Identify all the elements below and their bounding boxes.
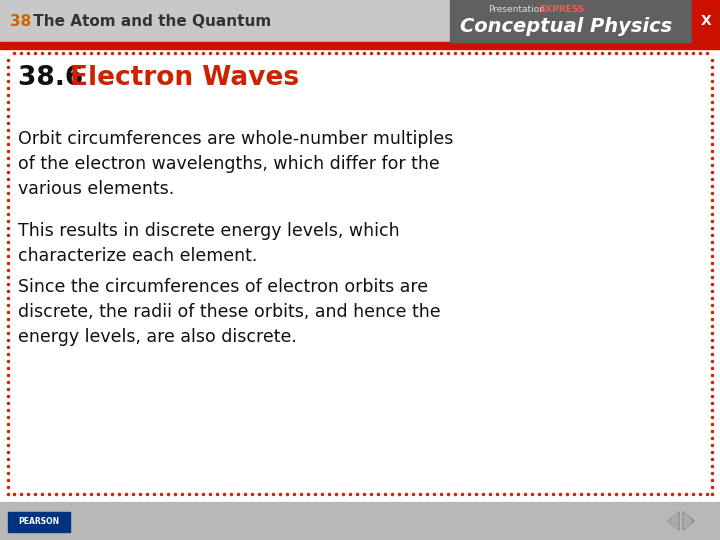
Text: Conceptual Physics: Conceptual Physics <box>460 17 672 37</box>
Text: X: X <box>701 14 711 28</box>
Bar <box>0 502 720 540</box>
Text: Orbit circumferences are whole-number multiples
of the electron wavelengths, whi: Orbit circumferences are whole-number mu… <box>18 130 454 198</box>
Bar <box>0 42 720 49</box>
Text: 38.6: 38.6 <box>18 65 92 91</box>
Text: 38: 38 <box>10 14 31 29</box>
Polygon shape <box>683 512 694 530</box>
Bar <box>450 0 692 42</box>
Text: This results in discrete energy levels, which
characterize each element.: This results in discrete energy levels, … <box>18 222 400 265</box>
Polygon shape <box>669 513 678 529</box>
Polygon shape <box>684 513 692 529</box>
Text: PEARSON: PEARSON <box>19 517 60 526</box>
Text: EXPRESS: EXPRESS <box>539 4 585 14</box>
Text: Presentation: Presentation <box>488 4 545 14</box>
Text: The Atom and the Quantum: The Atom and the Quantum <box>28 14 271 29</box>
Bar <box>692 0 720 42</box>
Bar <box>8 512 70 532</box>
Bar <box>0 0 720 42</box>
Text: Since the circumferences of electron orbits are
discrete, the radii of these orb: Since the circumferences of electron orb… <box>18 278 441 346</box>
Text: Electron Waves: Electron Waves <box>70 65 299 91</box>
Polygon shape <box>668 512 679 530</box>
Bar <box>0 49 720 502</box>
